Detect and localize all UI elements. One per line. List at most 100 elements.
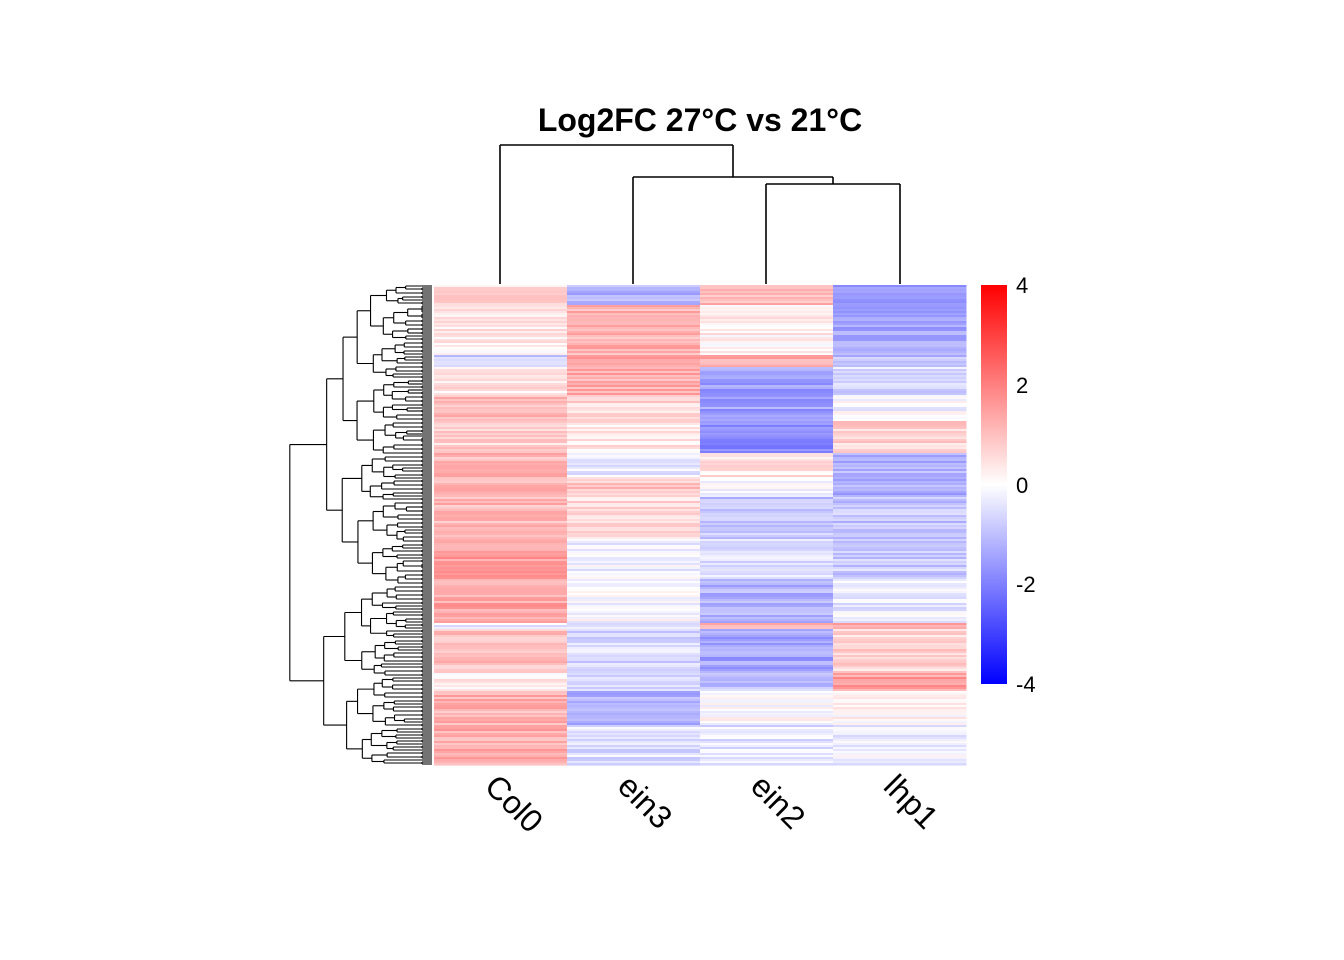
heatmap-cell [434,581,568,584]
heatmap-cell [567,745,701,748]
heatmap-cell [434,299,568,302]
heatmap-cell [700,609,834,612]
heatmap-cell [700,757,834,760]
heatmap-cell [434,595,568,598]
heatmap-cell [833,663,967,666]
heatmap-cell [567,737,701,740]
heatmap-cell [567,695,701,698]
legend-tick-neg2: -2 [1016,572,1036,597]
heatmap-cell [833,537,967,540]
legend-tick-0: 0 [1016,473,1028,498]
heatmap-cell [567,471,701,474]
heatmap-cell [567,593,701,596]
heatmap-cell [833,629,967,632]
heatmap-cell [567,519,701,522]
heatmap-cell [567,679,701,682]
heatmap-cell [700,355,834,358]
heatmap-cell [700,479,834,482]
heatmap-cell [833,481,967,484]
heatmap-cell [833,581,967,584]
heatmap-cell [567,661,701,664]
heatmap-cell [567,489,701,492]
heatmap-cell [434,759,568,762]
heatmap-cell [434,525,568,528]
heatmap-cell [700,513,834,516]
heatmap-cell [833,599,967,602]
heatmap-cell [434,761,568,764]
heatmap-cell [567,389,701,392]
heatmap-cell [434,369,568,372]
heatmap-cell [567,663,701,666]
heatmap-cell [833,569,967,572]
heatmap-cell [700,549,834,552]
heatmap-cell [700,523,834,526]
heatmap-cell [567,575,701,578]
heatmap-cell [700,473,834,476]
heatmap-cell [567,461,701,464]
heatmap-cell [434,731,568,734]
heatmap-cell [567,753,701,756]
heatmap-cell [833,563,967,566]
heatmap-cell [567,627,701,630]
heatmap-cell [700,369,834,372]
heatmap-cell [700,617,834,620]
heatmap-cell [567,569,701,572]
heatmap-cell [434,527,568,530]
heatmap-cell [567,559,701,562]
heatmap-cell [567,721,701,724]
heatmap-cell [700,461,834,464]
heatmap-cell [833,541,967,544]
heatmap-cell [434,669,568,672]
heatmap-cell [833,753,967,756]
heatmap-cell [434,463,568,466]
heatmap-cell [434,383,568,386]
heatmap-cell [567,751,701,754]
heatmap-cell [434,407,568,410]
heatmap-cell [434,535,568,538]
heatmap-cell [833,375,967,378]
heatmap-cell [567,741,701,744]
heatmap-cell [567,571,701,574]
heatmap-cell [700,611,834,614]
heatmap-cell [700,439,834,442]
heatmap-cell [833,751,967,754]
heatmap-cell [833,297,967,300]
heatmap-cell [567,763,701,766]
heatmap-cell [567,691,701,694]
heatmap-cell [567,739,701,742]
heatmap-cell [434,405,568,408]
heatmap-cell [434,739,568,742]
heatmap-cell [833,565,967,568]
heatmap-cell [434,393,568,396]
heatmap-cell [833,445,967,448]
heatmap-cell [833,413,967,416]
heatmap-cell [434,591,568,594]
heatmap-cell [833,367,967,370]
heatmap-cell [833,411,967,414]
heatmap-cell [833,761,967,764]
heatmap-cell [434,655,568,658]
heatmap-cell [833,717,967,720]
heatmap-cell [833,287,967,290]
heatmap-cell [434,723,568,726]
heatmap-cell [700,341,834,344]
heatmap-cell [567,465,701,468]
heatmap-cell [434,517,568,520]
heatmap-cell [833,343,967,346]
heatmap-cell [434,763,568,766]
heatmap-cell [833,591,967,594]
heatmap-cell [700,593,834,596]
heatmap-cell [700,747,834,750]
heatmap-cell [833,457,967,460]
legend-tick-neg4: -4 [1016,672,1036,697]
heatmap-cell [434,615,568,618]
heatmap-cell [434,473,568,476]
heatmap-cell [833,433,967,436]
heatmap-cell [700,681,834,684]
heatmap-cell [434,619,568,622]
heatmap-cell [700,311,834,314]
heatmap-cell [833,325,967,328]
heatmap-cell [700,507,834,510]
heatmap-cell [434,671,568,674]
heatmap-cell [434,587,568,590]
